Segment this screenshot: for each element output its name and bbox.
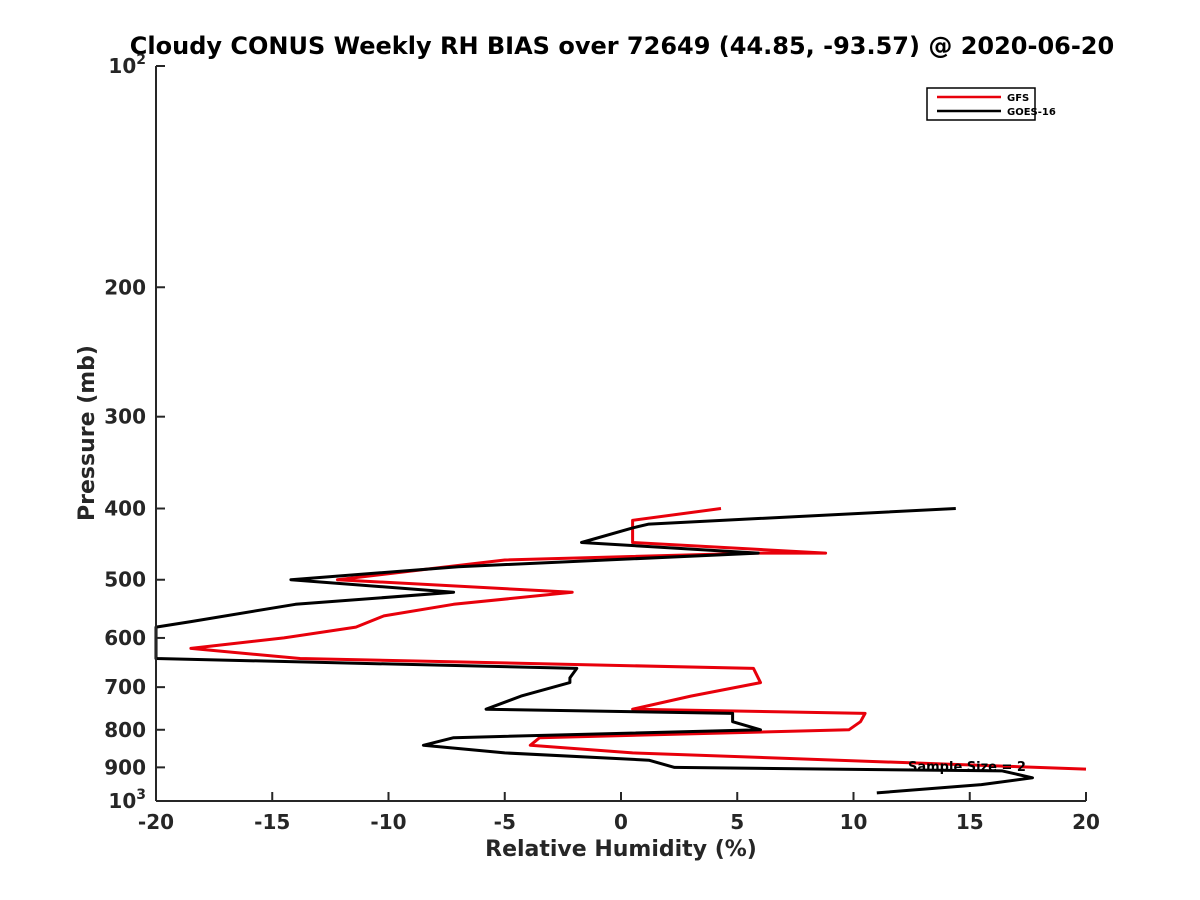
series-line-goes16 [154,507,1034,795]
y-tick-label: 103 [108,787,146,813]
x-tick-label: -5 [494,810,516,834]
y-tick-label: 600 [104,626,146,650]
x-tick-label: -20 [138,810,174,834]
x-tick-label: 15 [956,810,984,834]
legend-label-gfs: GFS [1007,93,1029,104]
x-tick-label: -10 [370,810,406,834]
y-tick-label: 200 [104,275,146,299]
x-tick-label: 5 [730,810,744,834]
sample-size-annotation: Sample Size = 2 [908,760,1026,775]
y-tick-label: 500 [104,568,146,592]
series-line-gfs [189,507,1087,771]
x-tick-label: -15 [254,810,290,834]
y-ticks: 102 200 300 400 500 600 700 800 900 103 [104,52,165,813]
y-tick-label: 900 [104,755,146,779]
legend-box [926,87,1036,121]
y-tick-label: 102 [108,52,146,78]
y-axis-label: Pressure (mb) [75,345,100,521]
x-ticks: -20 -15 -10 -5 0 5 10 15 20 [138,792,1100,834]
chart-title: Cloudy CONUS Weekly RH BIAS over 72649 (… [130,32,1114,60]
legend-label-goes16: GOES-16 [1007,107,1056,118]
plot-lines [154,507,1087,795]
y-tick-label: 300 [104,405,146,429]
x-tick-label: 10 [840,810,868,834]
x-axis-label: Relative Humidity (%) [485,837,757,862]
y-tick-label: 400 [104,497,146,521]
y-tick-label: 800 [104,718,146,742]
x-tick-label: 20 [1072,810,1100,834]
y-tick-label: 700 [104,675,146,699]
legend: GFS GOES-16 [926,87,1056,121]
x-tick-label: 0 [614,810,628,834]
